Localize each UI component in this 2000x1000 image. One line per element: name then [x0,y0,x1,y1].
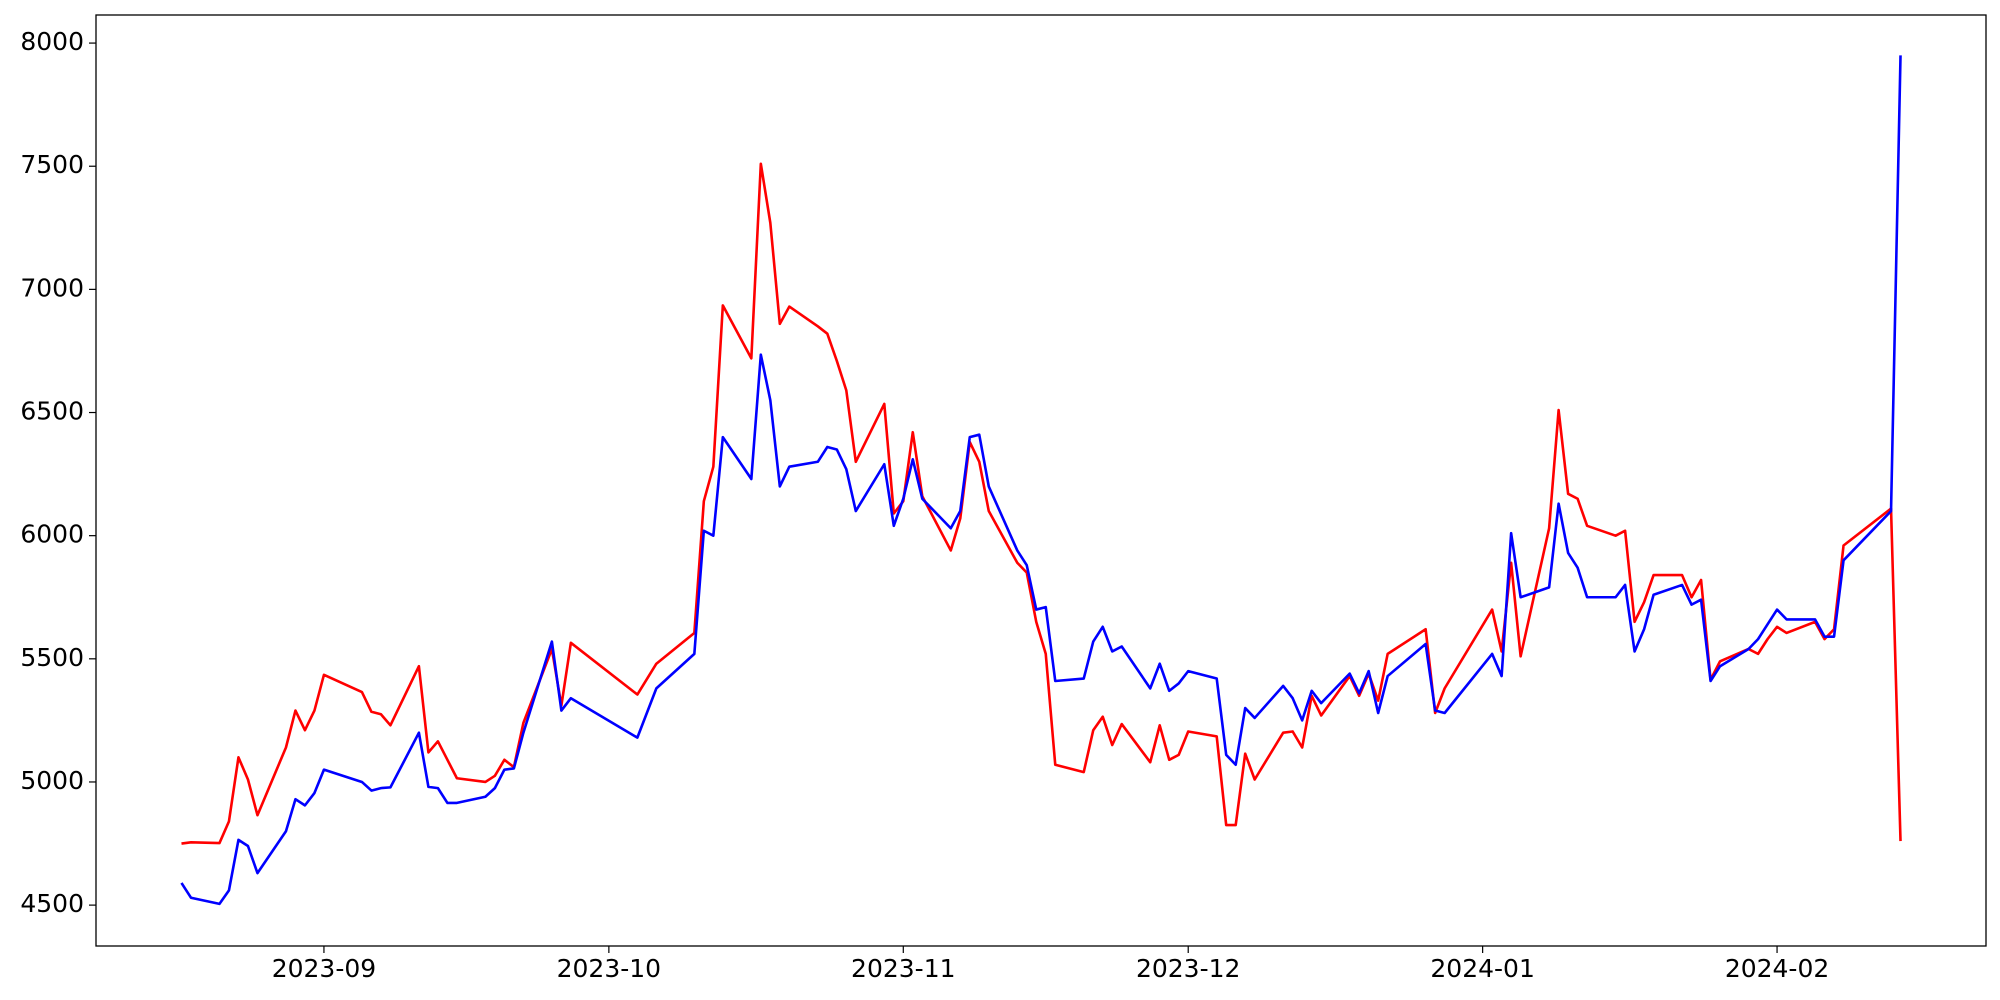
y-tick-label: 7000 [20,273,84,302]
y-tick-label: 8000 [20,27,84,56]
series-line [180,55,1902,906]
x-tick-label: 2023-11 [851,954,955,983]
x-tick-label: 2023-12 [1136,954,1240,983]
y-tick-label: 5500 [20,643,84,672]
x-tick-label: 2024-01 [1430,954,1534,983]
y-tick-label: 6500 [20,397,84,426]
plot-frame [95,14,1987,947]
x-tick-label: 2024-02 [1725,954,1829,983]
y-tick-label: 4500 [20,889,84,918]
y-tick-label: 6000 [20,520,84,549]
x-tick-label: 2023-09 [272,954,376,983]
x-tick-label: 2023-10 [557,954,661,983]
y-tick-label: 5000 [20,766,84,795]
series-line [181,162,1902,845]
y-tick-label: 7500 [20,150,84,179]
